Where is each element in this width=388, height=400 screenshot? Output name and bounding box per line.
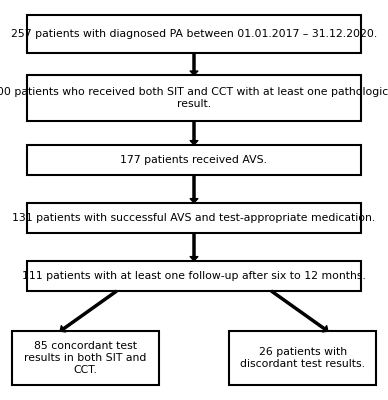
- Bar: [229, 331, 376, 385]
- Bar: [27, 261, 361, 291]
- Bar: [27, 15, 361, 53]
- Text: 111 patients with at least one follow-up after six to 12 months.: 111 patients with at least one follow-up…: [22, 271, 366, 281]
- Text: 257 patients with diagnosed PA between 01.01.2017 – 31.12.2020.: 257 patients with diagnosed PA between 0…: [11, 29, 377, 39]
- Bar: [12, 331, 159, 385]
- Bar: [27, 145, 361, 175]
- Bar: [27, 203, 361, 233]
- Text: 26 patients with
discordant test results.: 26 patients with discordant test results…: [240, 347, 365, 369]
- Text: 200 patients who received both SIT and CCT with at least one pathological
result: 200 patients who received both SIT and C…: [0, 87, 388, 109]
- Text: 131 patients with successful AVS and test-appropriate medication.: 131 patients with successful AVS and tes…: [12, 213, 376, 223]
- Bar: [27, 75, 361, 121]
- Text: 85 concordant test
results in both SIT and
CCT.: 85 concordant test results in both SIT a…: [24, 341, 147, 375]
- Text: 177 patients received AVS.: 177 patients received AVS.: [121, 155, 267, 165]
